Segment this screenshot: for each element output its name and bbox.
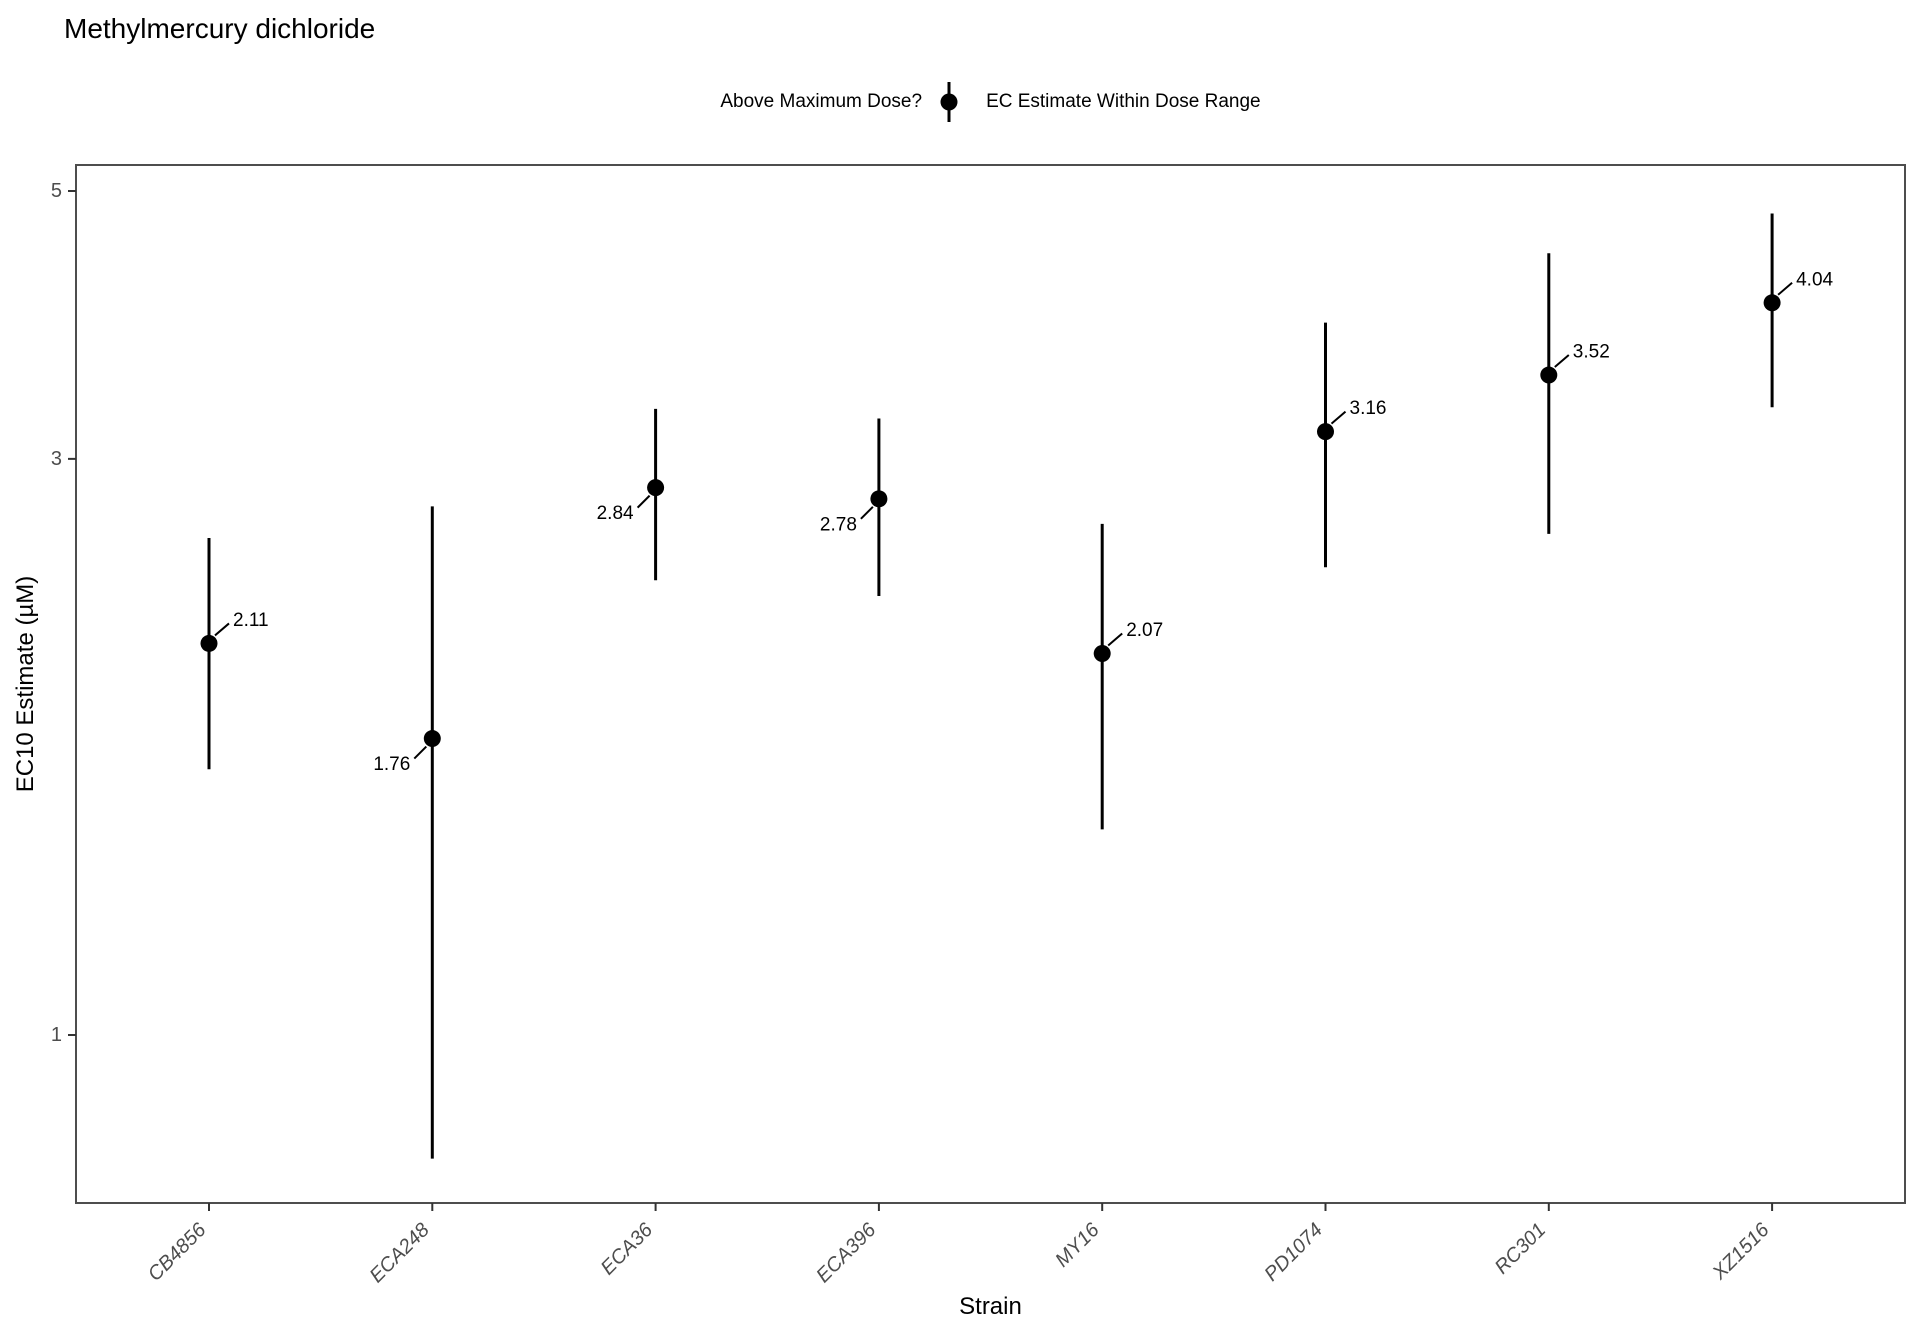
data-label-ECA396: 2.78 <box>820 514 857 535</box>
legend: Above Maximum Dose? EC Estimate Within D… <box>76 82 1905 122</box>
legend-item-label: EC Estimate Within Dose Range <box>986 91 1261 112</box>
x-tick-label-MY16: MY16 <box>1051 1218 1104 1271</box>
data-label-MY16: 2.07 <box>1126 620 1163 641</box>
point-ECA396 <box>870 490 888 508</box>
x-tick-label-RC301: RC301 <box>1491 1219 1551 1279</box>
label-leader-RC301 <box>1554 354 1570 368</box>
x-tick-label-ECA248: ECA248 <box>366 1219 434 1287</box>
legend-title: Above Maximum Dose? <box>720 91 923 112</box>
data-label-ECA248: 1.76 <box>373 754 410 775</box>
panel-border <box>75 164 1906 1204</box>
y-tick-label: 5 <box>51 180 62 202</box>
data-label-PD1074: 3.16 <box>1350 398 1387 419</box>
data-label-RC301: 3.52 <box>1573 342 1610 363</box>
y-tick-label: 3 <box>51 448 62 470</box>
label-leader-PD1074 <box>1330 410 1347 425</box>
point-XZ1516 <box>1763 294 1781 312</box>
label-leader-XZ1516 <box>1777 282 1793 296</box>
y-tick-label: 1 <box>51 1024 62 1046</box>
x-tick-label-XZ1516: XZ1516 <box>1708 1218 1774 1284</box>
point-ECA36 <box>647 479 665 497</box>
point-CB4856 <box>200 634 218 652</box>
x-axis-title: Strain <box>959 1293 1022 1320</box>
data-label-ECA36: 2.84 <box>597 503 634 524</box>
x-tick-label-PD1074: PD1074 <box>1260 1219 1327 1286</box>
chart-title: Methylmercury dichloride <box>64 13 376 44</box>
label-leader-ECA248 <box>413 745 428 760</box>
data-label-XZ1516: 4.04 <box>1796 269 1833 290</box>
point-ECA248 <box>423 730 441 748</box>
pointrange-icon <box>940 82 958 122</box>
label-leader-ECA396 <box>860 506 874 520</box>
x-tick-label-ECA396: ECA396 <box>812 1218 881 1287</box>
label-leader-MY16 <box>1107 632 1123 647</box>
point-RC301 <box>1540 366 1558 384</box>
point-MY16 <box>1093 644 1111 662</box>
label-leader-ECA36 <box>636 494 651 509</box>
point-PD1074 <box>1317 423 1334 441</box>
label-leader-CB4856 <box>214 622 230 637</box>
data-label-CB4856: 2.11 <box>233 610 269 631</box>
x-tick-label-CB4856: CB4856 <box>144 1218 211 1285</box>
x-tick-label-ECA36: ECA36 <box>597 1218 658 1279</box>
